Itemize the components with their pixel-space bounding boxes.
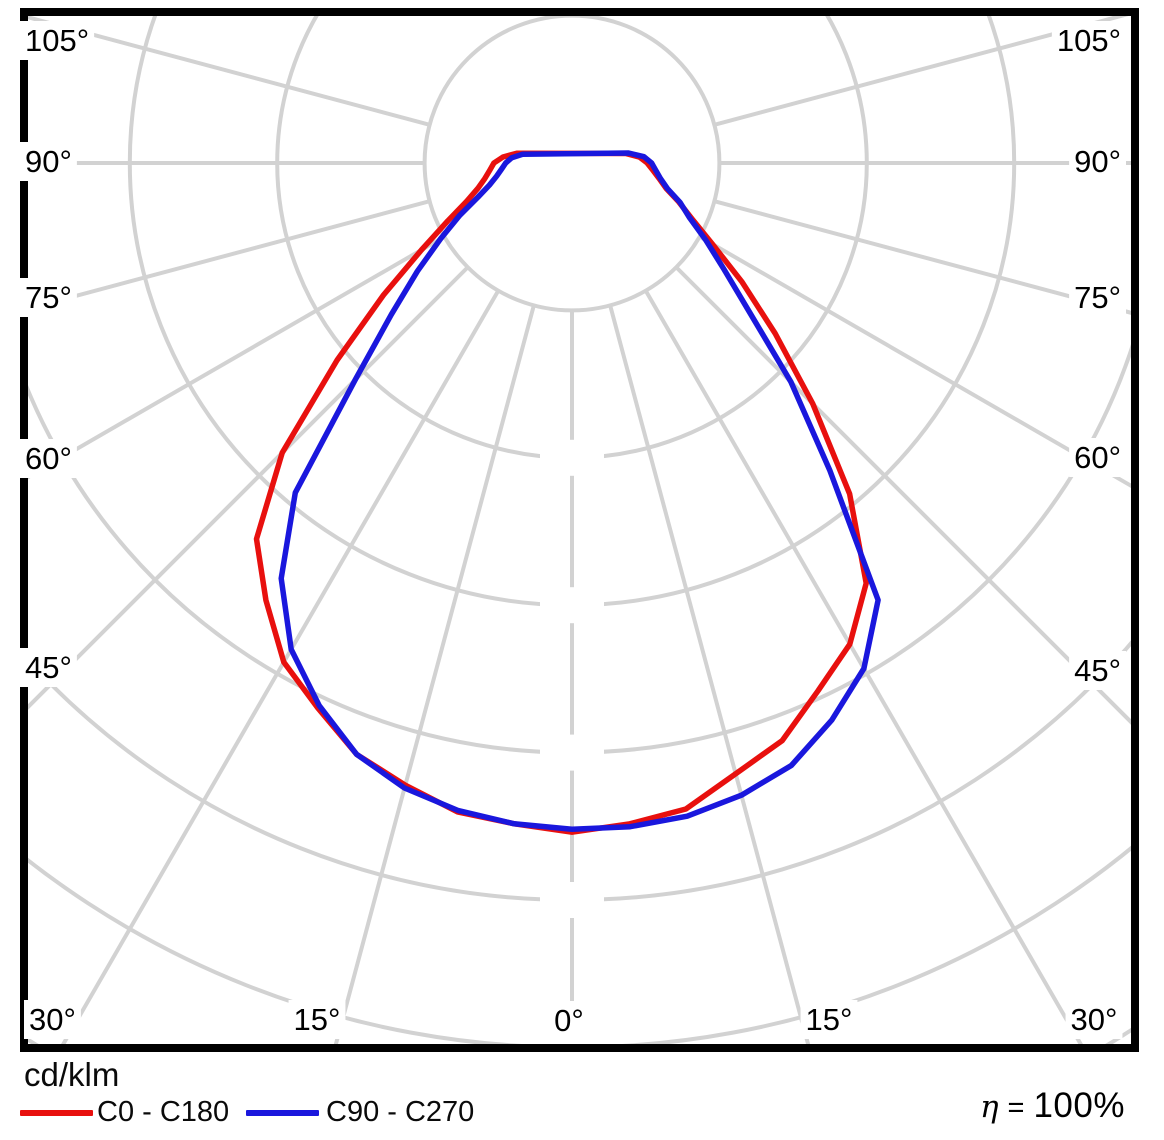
angle-tick-label-bg: [20, 21, 95, 60]
angle-tick-label-bg: [20, 142, 77, 181]
angle-tick-label: 15°: [294, 1002, 341, 1037]
angle-tick-label: 105°: [25, 23, 89, 58]
grid-angle-line: [332, 304, 536, 1048]
light-output-ratio: η = 100%: [975, 1086, 1125, 1126]
eta-symbol: η: [979, 1089, 999, 1125]
angle-tick-label: 45°: [1074, 653, 1121, 688]
legend-swatch-c90-c270: [246, 1110, 319, 1116]
angle-tick-label-bg: [1051, 21, 1126, 60]
angle-tick-label-bg: [800, 1000, 858, 1039]
grid-angle-line: [713, 199, 1136, 317]
angle-tick-label: 60°: [25, 441, 72, 476]
eta-equals: =: [1007, 1092, 1025, 1124]
angle-tick-label: 90°: [1074, 144, 1121, 179]
angle-tick-label: 30°: [29, 1002, 76, 1037]
polar-chart-canvas: 105° 90° 75° 60° 45° 30° 15° 0° 15° 30° 45° 60° 75° 9…: [20, 8, 1139, 1052]
angle-tick-label: 30°: [1071, 1002, 1118, 1037]
angle-tick-label-bg: [1065, 1000, 1123, 1039]
angle-tick-label-bg: [20, 439, 77, 478]
polar-photometric-diagram: 105° 90° 75° 60° 45° 30° 15° 0° 15° 30° 45° 60° 75° 9…: [20, 8, 1139, 1052]
legend-label-c90-c270: C90 - C270: [326, 1096, 475, 1128]
curve-c90-c270: [278, 150, 881, 832]
angle-tick-label: 105°: [1057, 23, 1121, 58]
angle-tick-label: 45°: [25, 650, 72, 685]
eta-value: 100%: [1033, 1086, 1125, 1125]
angle-tick-label-bg: [1069, 142, 1126, 181]
angle-tick-label: 60°: [1074, 440, 1121, 475]
angle-tick-label-bg: [1069, 278, 1126, 317]
angle-tick-label-bg: [288, 1000, 346, 1039]
radial-unit-label: cd/klm: [24, 1056, 120, 1093]
legend-swatch-c0-c180: [20, 1110, 93, 1116]
grid-angle-line: [24, 14, 431, 127]
hidden-radial-value-box: [540, 882, 604, 918]
angle-tick-label-bg: [20, 648, 77, 687]
angle-tick-label-bg: [1069, 438, 1126, 477]
hidden-radial-value-box: [540, 734, 604, 771]
grid-angle-line: [24, 199, 431, 312]
grid-angle-line: [698, 234, 1136, 491]
angle-tick-label-bg: [24, 1000, 81, 1039]
legend-label-c0-c180: C0 - C180: [97, 1096, 230, 1128]
angle-tick-label: 75°: [1074, 280, 1121, 315]
chart-border: [20, 8, 1139, 1052]
grid-angle-line: [713, 12, 1136, 127]
angle-tick-label-bg: [549, 1001, 589, 1040]
hidden-radial-value-box: [540, 587, 604, 624]
angle-tick-label-bg: [1069, 651, 1126, 690]
grid-angle-line: [24, 234, 446, 482]
angle-tick-label: 0°: [554, 1003, 584, 1038]
grid-angle-line: [24, 265, 470, 714]
angle-tick-label: 75°: [25, 280, 72, 315]
angle-tick-label: 90°: [25, 144, 72, 179]
hidden-radial-value-box: [540, 439, 604, 476]
angle-tick-label: 15°: [806, 1002, 853, 1037]
angle-tick-label-bg: [20, 278, 77, 317]
